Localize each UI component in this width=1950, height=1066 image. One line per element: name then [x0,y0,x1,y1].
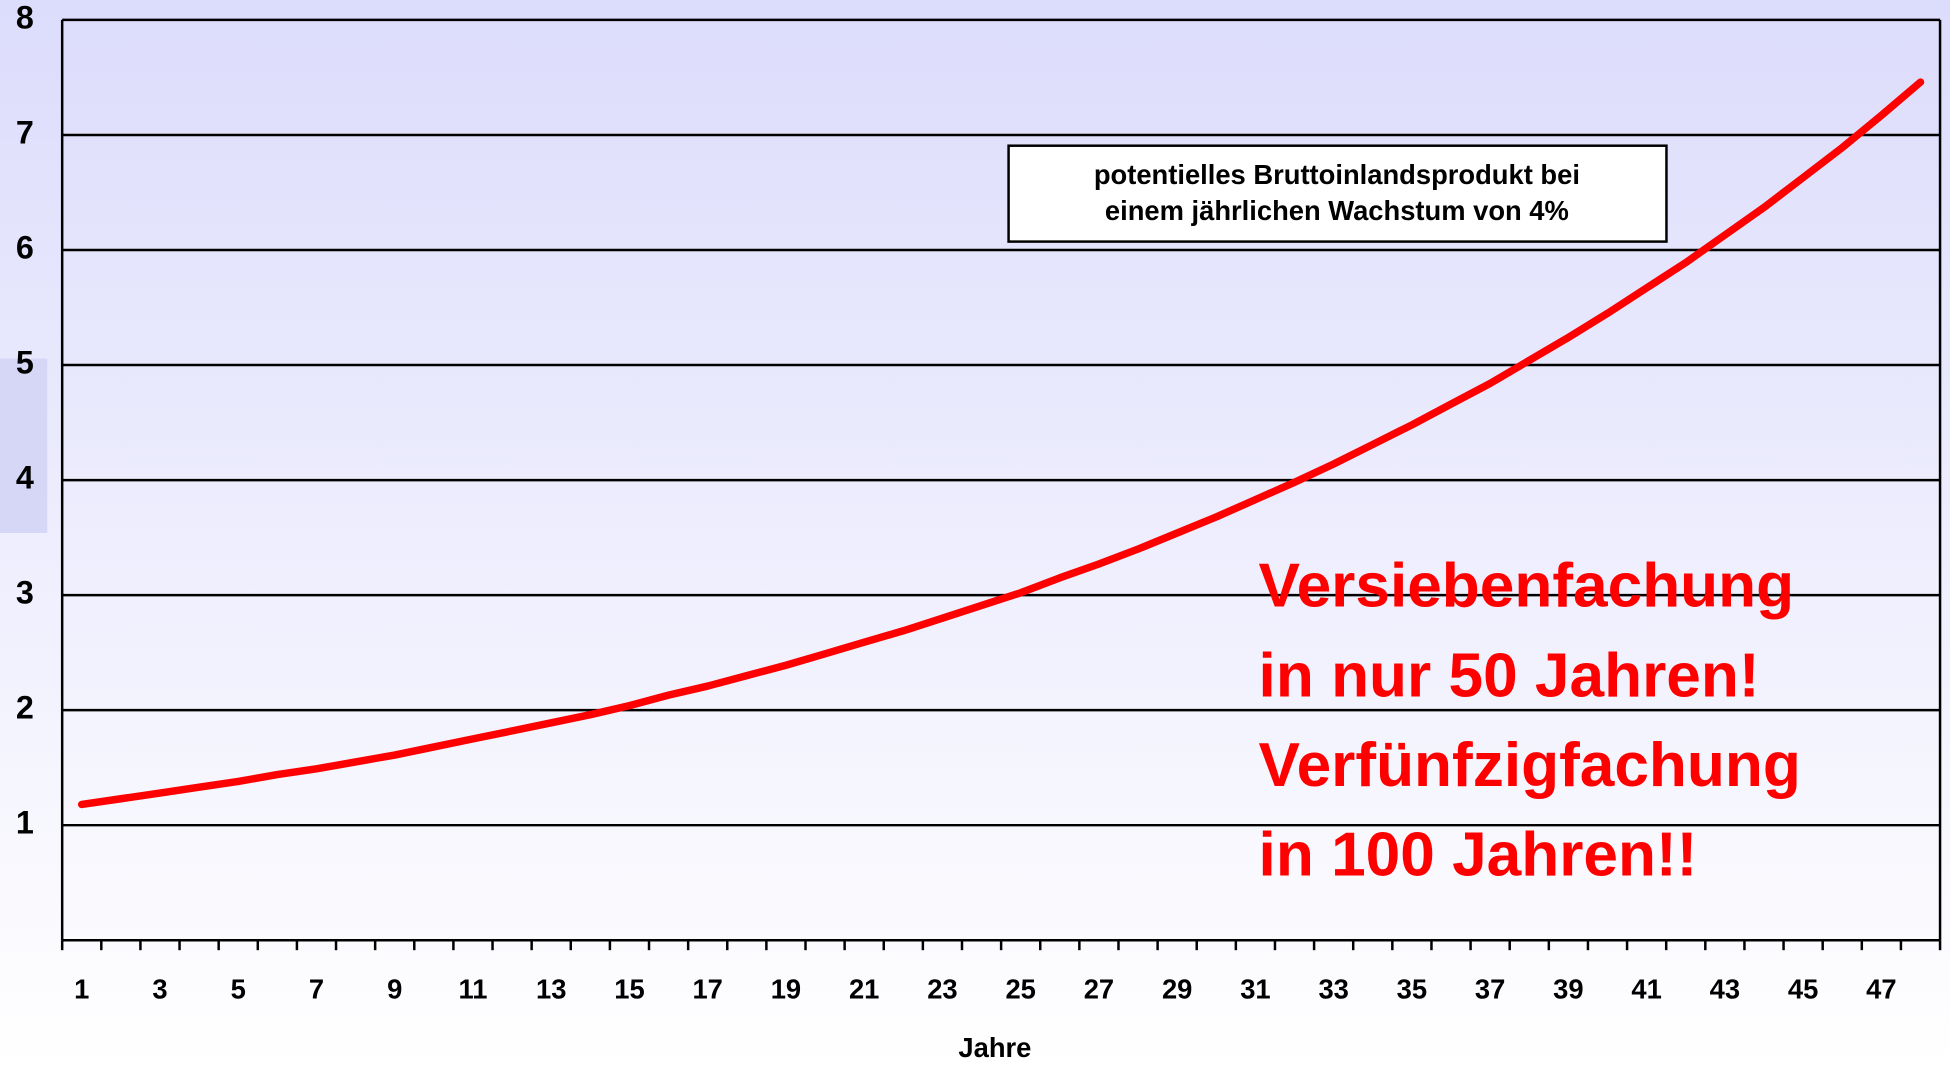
plot-area [60,18,1942,951]
x-tick-label: 13 [536,974,566,1005]
x-tick-label: 27 [1084,974,1114,1005]
line-series [77,78,1925,809]
x-tick-label: 37 [1475,974,1505,1005]
x-tick-label: 29 [1162,974,1192,1005]
y-tick-label: 4 [16,460,34,496]
annotation-box [1007,144,1668,243]
y-tick-label: 5 [16,345,34,381]
decoration [0,358,48,533]
y-tick-label: 7 [16,114,34,150]
x-tick-label: 41 [1631,974,1661,1005]
x-tick-label: 33 [1318,974,1348,1005]
y-tick-label: 6 [16,230,34,266]
y-tick-label: 8 [16,0,34,35]
y-tick-label: 3 [16,575,34,611]
x-tick-label: 5 [231,974,246,1005]
y-tick-label: 1 [16,805,34,841]
x-tick-label: 15 [614,974,644,1005]
x-tick-label: 45 [1788,974,1818,1005]
x-tick-label: 1 [74,974,89,1005]
x-tick-label: 7 [309,974,324,1005]
highlight-text: Verfünfzigfachung [1259,731,1801,800]
x-tick-label: 25 [1005,974,1035,1005]
x-tick-label: 19 [771,974,801,1005]
x-tick-label: 3 [152,974,167,1005]
x-tick-label: 17 [692,974,722,1005]
x-tick-label: 39 [1553,974,1583,1005]
annotation: potentielles Bruttoinlandsprodukt bei [1094,159,1580,190]
x-tick-label: 21 [849,974,879,1005]
x-tick-label: 11 [459,974,488,1005]
x-tick-label: 31 [1240,974,1270,1005]
x-tick-label: 23 [927,974,957,1005]
y-tick-label: 2 [16,690,34,726]
x-tick-label: 47 [1866,974,1896,1005]
highlight-text: in nur 50 Jahren! [1259,641,1760,710]
highlight-text: in 100 Jahren!! [1259,821,1698,890]
x-tick-label: 43 [1710,974,1740,1005]
highlight-text: Versiebenfachung [1259,552,1795,621]
x-tick-label: 9 [387,974,402,1005]
annotation: einem jährlichen Wachstum von 4% [1105,195,1569,226]
x-tick-label: 35 [1397,974,1427,1005]
x-axis-label: Jahre [958,1032,1031,1063]
